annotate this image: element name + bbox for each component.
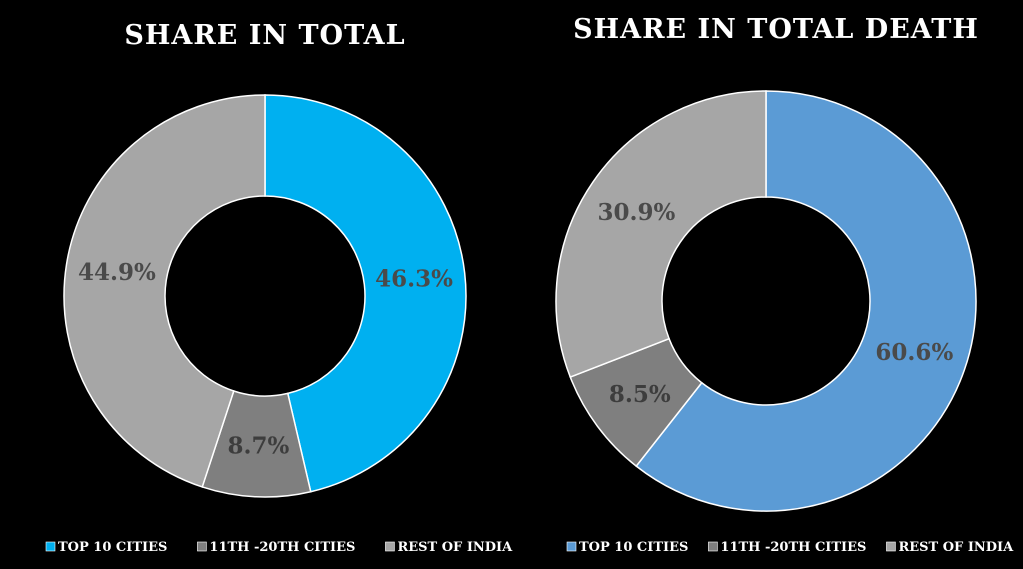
chart-2-legend: TOP 10 CITIES 11TH -20TH CITIES REST OF IN… <box>566 540 1014 555</box>
chart-2-label-11th-20th-cities: 8.5% <box>609 381 671 408</box>
chart-2-legend-swatch-top-10-cities <box>566 541 577 552</box>
chart-1-label-rest-of-india: 44.9% <box>78 259 156 286</box>
chart-2-label-top-10-cities: 60.6% <box>875 339 953 366</box>
chart-1-slice-top-10-cities <box>264 94 467 493</box>
chart-2-legend-label-top-10-cities: TOP 10 CITIES <box>579 540 688 555</box>
chart-1-title: SHARE IN TOTAL <box>124 20 405 51</box>
chart-1-legend-label-top-10-cities: TOP 10 CITIES <box>58 540 167 555</box>
chart-1-legend-label-rest-of-india: REST OF INDIA <box>397 540 513 555</box>
chart-1-label-top-10-cities: 46.3% <box>375 265 453 292</box>
chart-2-title: SHARE IN TOTAL DEATH <box>573 14 979 45</box>
chart-2-legend-label-11th-20th-cities: 11TH -20TH CITIES <box>720 540 866 555</box>
chart-1-slice-rest-of-india <box>63 94 266 488</box>
chart-1-label-11th-20th-cities: 8.7% <box>227 432 289 459</box>
chart-1-legend: TOP 10 CITIES 11TH -20TH CITIES REST OF IN… <box>45 540 513 555</box>
chart-2-slice-rest-of-india <box>555 90 767 379</box>
chart-2-slice-top-10-cities <box>635 90 977 512</box>
chart-1-legend-label-11th-20th-cities: 11TH -20TH CITIES <box>209 540 355 555</box>
chart-2: SHARE IN TOTAL DEATH 60.6% 8.5% 30.9% TOP … <box>555 14 1014 555</box>
chart-2-slices <box>555 90 977 512</box>
chart-2-labels: 60.6% 8.5% 30.9% <box>597 199 953 408</box>
chart-2-legend-label-rest-of-india: REST OF INDIA <box>898 540 1014 555</box>
chart-1-legend-swatch-rest-of-india <box>385 541 395 552</box>
chart-1-legend-swatch-top-10-cities <box>45 541 56 552</box>
chart-1-labels: 46.3% 8.7% 44.9% <box>78 259 453 460</box>
chart-2-legend-swatch-rest-of-india <box>886 541 896 552</box>
chart-2-label-rest-of-india: 30.9% <box>597 199 675 226</box>
chart-1-slices <box>63 94 467 498</box>
chart-1-legend-swatch-11th-20th-cities <box>197 541 207 552</box>
chart-1: SHARE IN TOTAL 46.3% 8.7% 44.9% TOP 10 CIT… <box>45 20 513 555</box>
chart-2-legend-swatch-11th-20th-cities <box>708 541 718 552</box>
